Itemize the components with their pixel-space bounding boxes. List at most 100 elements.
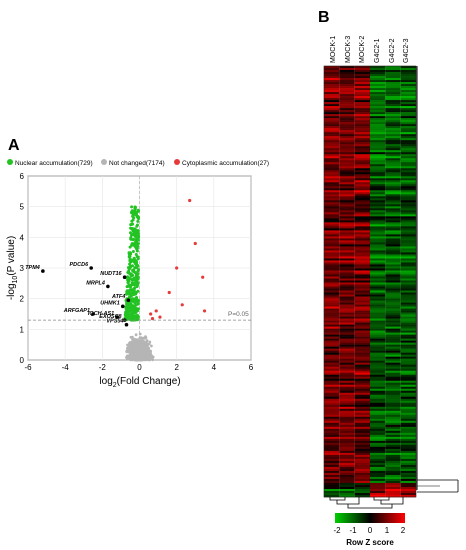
heatmap-cell [339,354,355,357]
heatmap-cell [339,216,355,219]
heatmap-cell [370,438,386,442]
heatmap-cell [370,142,386,145]
heatmap-cell [354,392,370,396]
heatmap-cell [370,424,386,428]
labeled-point-label: TPM4 [25,265,40,271]
heatmap-cell [339,304,355,307]
heatmap-cell [385,254,401,257]
heatmap-cell [400,372,416,376]
y-axis-title: -log10(P value) [6,236,19,300]
heatmap-cell [370,452,386,456]
heatmap-cell [370,174,386,177]
heatmap-cell [370,398,386,402]
heatmap-cell [354,310,370,313]
heatmap-cell [370,282,386,285]
heatmap-cell [385,472,401,476]
heatmap-cell [354,466,370,470]
heatmap-cell [385,262,401,265]
heatmap-cell [339,474,355,478]
heatmap-cell [354,376,370,380]
heatmap-cell [385,82,401,85]
point-nuclear [136,219,140,223]
heatmap-cell [400,488,416,492]
heatmap-cell [385,150,401,153]
heatmap-cell [385,330,401,333]
heatmap-cell [370,158,386,161]
heatmap-cell [400,486,416,490]
heatmap-cell [385,210,401,213]
heatmap-cell [385,378,401,382]
heatmap-cell [370,230,386,233]
heatmap-cell [339,130,355,133]
heatmap-cell [354,80,370,83]
heatmap-cell [339,472,355,476]
heatmap-cell [385,412,401,416]
point-not-changed [137,354,141,357]
heatmap-cell [385,230,401,233]
heatmap-cell [324,332,340,335]
heatmap-cell [339,118,355,121]
heatmap-cell [339,324,355,327]
heatmap-cell [324,464,340,468]
heatmap-cell [354,402,370,406]
heatmap-cell [354,234,370,237]
heatmap-cell [324,200,340,203]
heatmap-cell [339,482,355,486]
heatmap-cell [324,380,340,384]
heatmap-cell [324,162,340,165]
heatmap-cell [354,110,370,113]
point-cytoplasmic [154,309,158,313]
heatmap-cell [324,130,340,133]
heatmap-cell [400,272,416,275]
heatmap-cell [354,430,370,434]
heatmap-cell [400,222,416,225]
heatmap-cell [339,110,355,113]
heatmap-cell [354,206,370,209]
heatmap-cell [339,234,355,237]
heatmap-cell [400,208,416,211]
heatmap-cell [324,458,340,462]
heatmap-cell [339,336,355,339]
heatmap-cell [385,338,401,341]
heatmap-cell [339,462,355,466]
heatmap-cell [339,384,355,388]
heatmap-cell [324,102,340,105]
heatmap-cell [324,240,340,243]
heatmap-cell [354,464,370,468]
heatmap-cell [370,366,386,369]
heatmap-cell [370,126,386,129]
heatmap-cell [339,364,355,367]
heatmap-cell [400,196,416,199]
heatmap-cell [400,462,416,466]
heatmap-cell [324,254,340,257]
heatmap-cell [400,396,416,400]
heatmap-cell [324,470,340,474]
heatmap-cell [385,424,401,428]
point-cytoplasmic [158,315,162,319]
heatmap-cell [354,126,370,129]
heatmap-cell [354,410,370,414]
heatmap-cell [385,136,401,139]
heatmap-cell [324,224,340,227]
heatmap-cell [385,492,401,496]
heatmap-cell [370,206,386,209]
heatmap-cell [400,470,416,474]
heatmap-cell [324,246,340,249]
heatmap-cell [385,368,401,371]
heatmap-cell [339,484,355,488]
heatmap-cell [400,76,416,79]
heatmap-cell [400,160,416,163]
heatmap-cell [339,222,355,225]
heatmap-cell [339,452,355,456]
heatmap-cell [370,138,386,141]
heatmap-cell [324,400,340,404]
point-nuclear [136,244,140,248]
heatmap-cell [400,66,416,69]
heatmap-cell [324,412,340,416]
heatmap-cell [400,134,416,137]
heatmap-cell [385,418,401,422]
point-nuclear [127,283,131,287]
point-not-changed [136,356,140,360]
heatmap-cell [339,486,355,490]
heatmap-cell [370,148,386,151]
